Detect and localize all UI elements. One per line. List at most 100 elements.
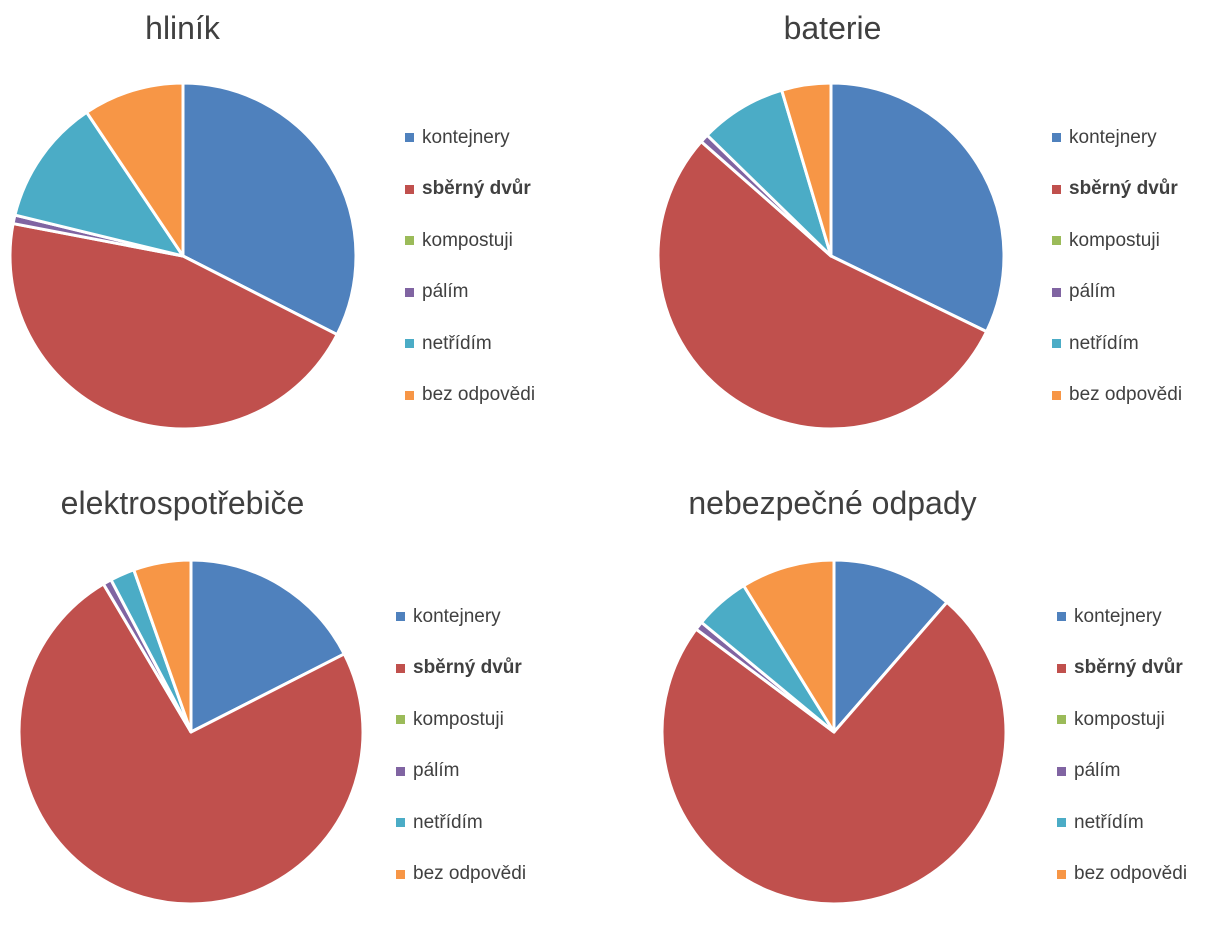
chart-nebezpecne-odpady: nebezpečné odpady kontejnery sběrný dvůr k…: [655, 475, 1205, 925]
legend-label: pálím: [422, 281, 469, 303]
chart-legend: kontejnery sběrný dvůr kompostuji pálím netř…: [396, 591, 526, 900]
legend-item-kontejnery: kontejnery: [405, 112, 535, 164]
legend-label: bez odpovědi: [1074, 863, 1188, 885]
legend-label: kompostuji: [1069, 229, 1160, 251]
legend-label: kompostuji: [422, 229, 513, 251]
pie-chart: [656, 81, 1006, 431]
pie-slice-netridim: [705, 88, 833, 258]
pie-slice-bez-odpovedi: [132, 558, 193, 734]
legend-item-netridim: netřídím: [405, 318, 535, 370]
legend-label: pálím: [1069, 281, 1116, 303]
legend-swatch: [1057, 818, 1066, 828]
pie-slice-kontejnery: [181, 81, 358, 337]
legend-label: netřídím: [413, 811, 483, 833]
legend-label: kontejnery: [1074, 605, 1162, 627]
legend-swatch: [1052, 287, 1061, 297]
legend-label: kompostuji: [413, 708, 504, 730]
legend-item-kompostuji: kompostuji: [396, 694, 526, 746]
pie-slice-bez-odpovedi: [742, 558, 836, 734]
legend-item-bez-odpovedi: bez odpovědi: [1052, 370, 1182, 422]
legend-item-bez-odpovedi: bez odpovědi: [396, 849, 526, 901]
pie-slice-kontejnery: [189, 558, 346, 734]
legend-swatch: [405, 287, 414, 297]
legend-item-kompostuji: kompostuji: [1057, 694, 1187, 746]
pie-slice-sberny-dvur: [17, 582, 365, 906]
legend-swatch: [396, 663, 405, 673]
legend-label: sběrný dvůr: [422, 178, 531, 200]
chart-title: baterie: [783, 10, 882, 46]
chart-legend: kontejnery sběrný dvůr kompostuji pálím netř…: [1057, 591, 1187, 900]
chart-baterie: baterie kontejnery sběrný dvůr kompostuji p…: [650, 0, 1205, 450]
legend-label: kompostuji: [1074, 708, 1165, 730]
legend-label: kontejnery: [422, 126, 510, 148]
legend-item-kontejnery: kontejnery: [1057, 591, 1187, 643]
legend-swatch: [1052, 133, 1061, 143]
legend-swatch: [405, 339, 414, 349]
legend-swatch: [405, 133, 414, 143]
legend-swatch: [396, 715, 405, 725]
legend-label: sběrný dvůr: [1074, 657, 1183, 679]
legend-item-kontejnery: kontejnery: [396, 591, 526, 643]
legend-swatch: [405, 236, 414, 246]
pie-slice-kontejnery: [832, 558, 949, 734]
pie-chart: [660, 558, 1008, 906]
legend-label: sběrný dvůr: [413, 657, 522, 679]
legend-item-netridim: netřídím: [1052, 318, 1182, 370]
pie-slice-netridim: [13, 110, 185, 258]
legend-item-netridim: netřídím: [396, 797, 526, 849]
legend-swatch: [1052, 390, 1061, 400]
legend-label: kontejnery: [1069, 126, 1157, 148]
legend-swatch: [1057, 715, 1066, 725]
legend-swatch: [1052, 184, 1061, 194]
legend-label: kontejnery: [413, 605, 501, 627]
chart-legend: kontejnery sběrný dvůr kompostuji pálím netř…: [1052, 112, 1182, 421]
legend-item-sberny-dvur: sběrný dvůr: [1057, 643, 1187, 695]
chart-title: elektrospotřebiče: [60, 485, 305, 521]
chart-title: nebezpečné odpady: [688, 485, 977, 521]
legend-swatch: [396, 818, 405, 828]
legend-swatch: [1057, 766, 1066, 776]
legend-label: netřídím: [1069, 332, 1139, 354]
legend-swatch: [396, 869, 405, 879]
legend-label: bez odpovědi: [1069, 384, 1183, 406]
pie-slice-kontejnery: [829, 81, 1006, 334]
legend-label: sběrný dvůr: [1069, 178, 1178, 200]
legend-swatch: [1052, 236, 1061, 246]
legend-label: pálím: [413, 760, 460, 782]
legend-item-palim: pálím: [396, 746, 526, 798]
legend-item-bez-odpovedi: bez odpovědi: [1057, 849, 1187, 901]
legend-item-palim: pálím: [405, 267, 535, 319]
legend-label: pálím: [1074, 760, 1121, 782]
pie-slice-sberny-dvur: [656, 140, 989, 431]
chart-title: hliník: [145, 10, 220, 46]
pie-chart: [17, 558, 365, 906]
legend-item-palim: pálím: [1057, 746, 1187, 798]
legend-item-kontejnery: kontejnery: [1052, 112, 1182, 164]
chart-elektrospotrebice: elektrospotřebiče kontejnery sběrný dvůr k…: [0, 475, 602, 925]
legend-item-sberny-dvur: sběrný dvůr: [1052, 164, 1182, 216]
legend-label: netřídím: [1074, 811, 1144, 833]
pie-slice-bez-odpovedi: [85, 81, 185, 258]
pie-slice-sberny-dvur: [8, 222, 339, 431]
legend-item-palim: pálím: [1052, 267, 1182, 319]
legend-item-kompostuji: kompostuji: [405, 215, 535, 267]
legend-item-netridim: netřídím: [1057, 797, 1187, 849]
legend-swatch: [1052, 339, 1061, 349]
chart-legend: kontejnery sběrný dvůr kompostuji pálím netř…: [405, 112, 535, 421]
legend-label: netřídím: [422, 332, 492, 354]
legend-item-sberny-dvur: sběrný dvůr: [405, 164, 535, 216]
legend-swatch: [405, 184, 414, 194]
legend-swatch: [1057, 869, 1066, 879]
chart-hlinik: hliník kontejnery sběrný dvůr kompostuji pá…: [0, 0, 602, 450]
legend-item-bez-odpovedi: bez odpovědi: [405, 370, 535, 422]
pie-chart: [8, 81, 358, 431]
legend-item-sberny-dvur: sběrný dvůr: [396, 643, 526, 695]
legend-swatch: [405, 390, 414, 400]
pie-slice-bez-odpovedi: [780, 81, 833, 258]
legend-swatch: [396, 766, 405, 776]
legend-swatch: [1057, 663, 1066, 673]
legend-label: bez odpovědi: [422, 384, 536, 406]
legend-item-kompostuji: kompostuji: [1052, 215, 1182, 267]
legend-label: bez odpovědi: [413, 863, 527, 885]
legend-swatch: [396, 612, 405, 622]
